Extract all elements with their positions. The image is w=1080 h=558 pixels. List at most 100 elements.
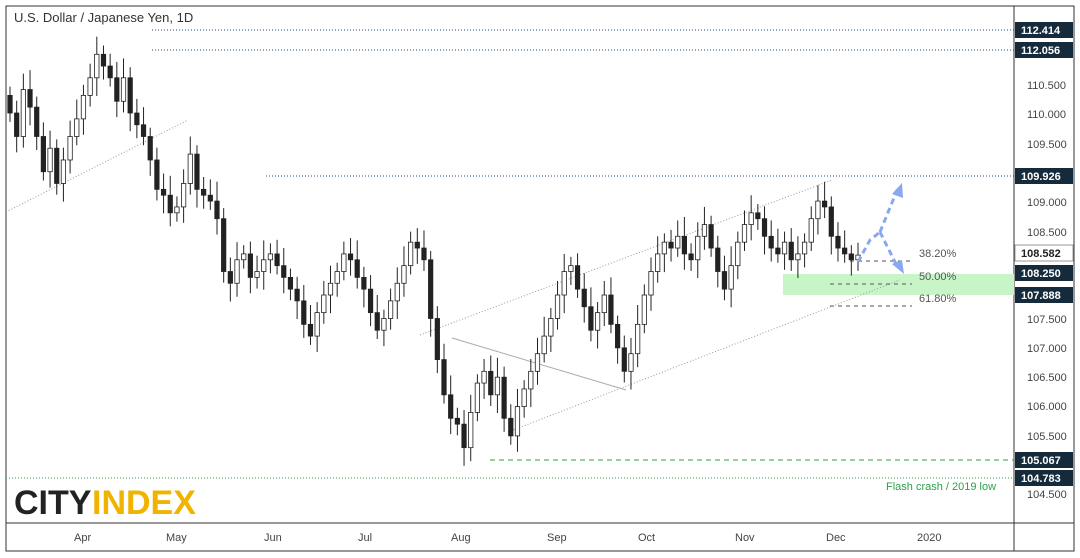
candle-body	[781, 241, 788, 255]
y-axis: 110.500 110.000 109.500 109.000 108.500 …	[1027, 80, 1067, 501]
candle-body	[635, 323, 641, 355]
fib-label-382: 38.20%	[919, 248, 957, 260]
fib-label-50: 50.00%	[919, 271, 957, 283]
candle-body	[655, 253, 661, 272]
flash-crash-annotation: Flash crash / 2019 low	[886, 481, 996, 493]
candle-body	[367, 288, 374, 314]
price-label: 105.067	[1021, 455, 1061, 467]
y-tick: 105.500	[1027, 431, 1067, 443]
y-tick: 106.500	[1027, 372, 1067, 384]
candle-body	[414, 241, 420, 249]
arrowhead-up-icon	[892, 183, 903, 198]
candle-body	[675, 235, 681, 249]
candle-body	[294, 288, 300, 302]
candle-body	[381, 318, 387, 331]
candle-body	[34, 106, 40, 137]
price-labels: 112.414 112.056 109.926 108.582 108.250 …	[1014, 22, 1074, 486]
candle-body	[234, 259, 240, 284]
candle-body	[494, 376, 501, 396]
candle-body	[581, 288, 587, 308]
x-tick: Aug	[451, 532, 471, 544]
candle-body	[67, 136, 73, 161]
candle-body	[461, 423, 467, 449]
candle-body	[94, 53, 100, 79]
price-label-bg	[1015, 168, 1073, 184]
candle-body	[808, 218, 814, 243]
candle-body	[374, 312, 380, 331]
candle-body	[735, 241, 741, 267]
candlestick-series	[7, 36, 861, 466]
candle-body	[588, 306, 594, 331]
candle-body	[281, 265, 287, 278]
candle-body	[454, 417, 460, 425]
candle-body	[741, 224, 748, 243]
candle-body	[194, 153, 200, 190]
price-label-bg-current	[1014, 244, 1074, 262]
price-label-bg	[1015, 287, 1073, 303]
candle-body	[768, 235, 774, 249]
candle-body	[615, 323, 621, 349]
candle-body	[681, 235, 687, 255]
candle-body	[401, 265, 407, 284]
candle-body	[534, 353, 541, 372]
candle-body	[241, 253, 247, 261]
x-tick: Jun	[264, 532, 282, 544]
candle-body	[788, 241, 794, 261]
y-tick: 108.500	[1027, 227, 1067, 239]
candle-body	[648, 271, 654, 296]
logo-index: INDEX	[92, 484, 196, 522]
x-tick: Sep	[547, 532, 567, 544]
candle-body	[181, 183, 187, 208]
candle-body	[775, 247, 781, 255]
candle-body	[448, 394, 454, 419]
candle-body	[554, 294, 561, 319]
candle-body	[508, 417, 514, 437]
candle-body	[387, 300, 394, 319]
candle-body	[301, 300, 307, 325]
candle-body	[347, 253, 354, 261]
candle-body	[748, 212, 754, 225]
candle-body	[314, 312, 320, 337]
candle-body	[80, 95, 87, 120]
candle-body	[521, 388, 527, 407]
candle-body	[40, 136, 46, 173]
candle-body	[207, 194, 213, 202]
candle-body	[361, 276, 367, 290]
y-tick: 107.000	[1027, 343, 1067, 355]
candle-body	[114, 77, 120, 102]
price-label-bg	[1015, 470, 1073, 486]
x-tick: Dec	[826, 532, 846, 544]
x-tick: Oct	[638, 532, 655, 544]
y-tick: 107.500	[1027, 314, 1067, 326]
candle-body	[187, 153, 193, 184]
y-tick: 110.500	[1027, 80, 1066, 92]
candle-body	[708, 224, 714, 249]
candle-body	[842, 247, 848, 255]
candle-body	[394, 282, 400, 302]
x-tick: Nov	[735, 532, 755, 544]
candle-body	[474, 382, 481, 413]
candle-body	[14, 112, 20, 137]
chart-title: U.S. Dollar / Japanese Yen, 1D	[14, 10, 193, 25]
candle-body	[815, 200, 821, 220]
logo-city: CITY	[14, 484, 92, 522]
price-label: 107.888	[1021, 290, 1061, 302]
candle-body	[160, 188, 167, 196]
support-zone	[783, 274, 1014, 295]
candle-body	[54, 147, 60, 184]
candle-body	[594, 312, 601, 331]
candle-body	[441, 359, 447, 396]
candle-body	[434, 318, 440, 360]
candle-body	[822, 200, 828, 208]
candle-body	[761, 218, 768, 237]
candle-body	[468, 412, 474, 449]
candle-body	[100, 53, 107, 67]
candle-body	[254, 271, 260, 278]
candle-body	[481, 370, 487, 384]
candle-body	[327, 282, 334, 296]
candle-body	[120, 77, 127, 102]
candle-body	[154, 159, 160, 190]
candle-body	[7, 95, 13, 114]
candle-body	[548, 318, 554, 337]
